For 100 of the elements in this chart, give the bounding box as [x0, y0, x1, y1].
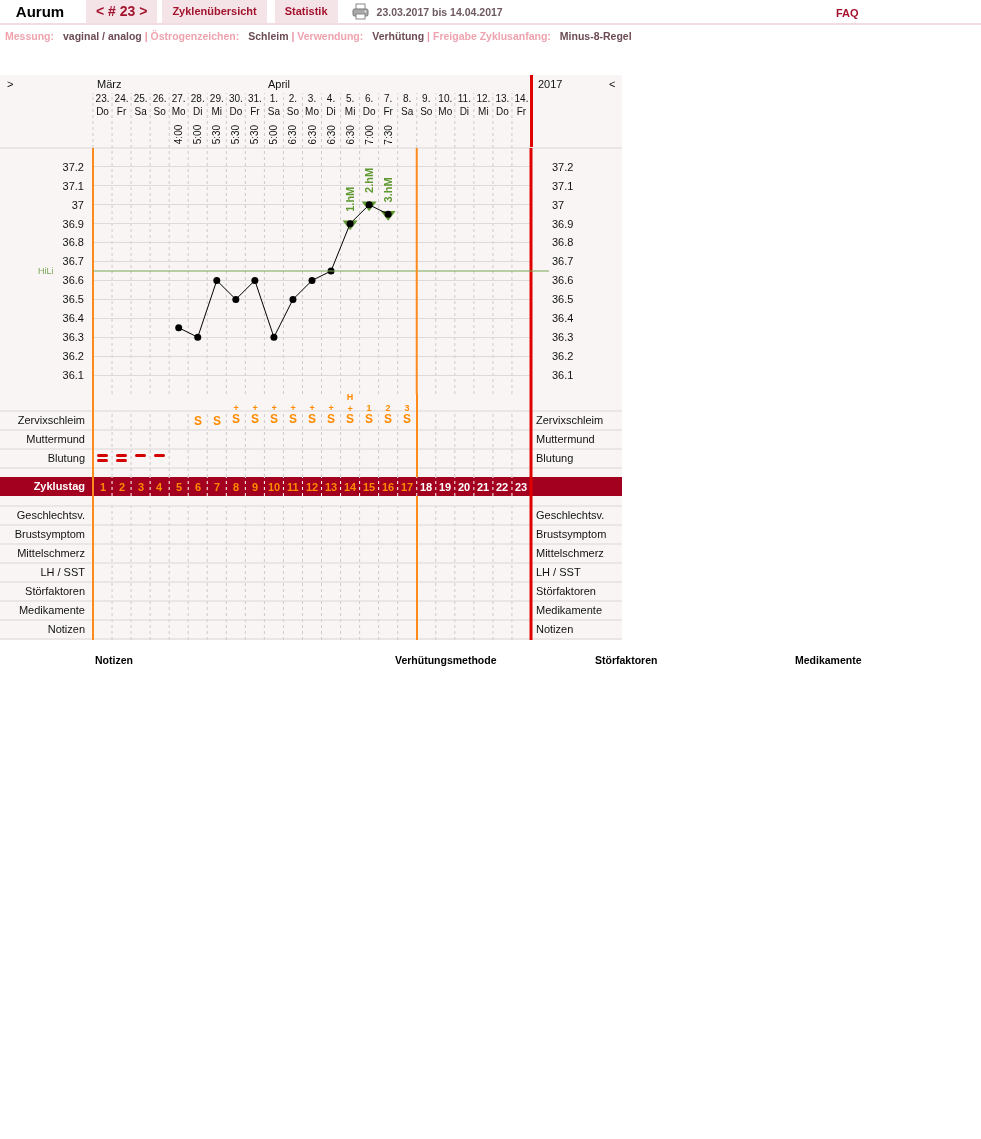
- y-tick-label: Störfaktoren: [25, 585, 85, 598]
- text: + S: [327, 403, 336, 426]
- text: + S: [251, 403, 260, 426]
- y2-tick-label: Mittelschmerz: [536, 547, 604, 560]
- x-tick-label: 11. Di: [457, 93, 471, 117]
- x-tick-label: 12. Mi: [476, 93, 491, 117]
- text: April: [268, 78, 291, 90]
- x-tick-label: 7. Fr: [383, 93, 394, 117]
- x-tick-label: 13. Do: [495, 93, 510, 117]
- y-tick-label: 36.2: [62, 350, 84, 362]
- x-tick-label: 8. Sa: [401, 93, 414, 117]
- y2-tick-label: 36.6: [552, 274, 574, 287]
- y2-tick-label: Notizen: [536, 623, 574, 636]
- text: 6:30: [306, 124, 318, 145]
- text: Statistik: [274, 0, 338, 23]
- y2-tick-label: 36.1: [552, 368, 574, 381]
- text: Notizen: [95, 654, 133, 666]
- text: März: [97, 78, 122, 90]
- y-tick-label: Medikamente: [18, 604, 85, 617]
- text: 7: [214, 481, 221, 493]
- text: Messung: vaginal / analog | Östrogenzeichen: Schleim | Verwendung: Verhütung | Freigabe Zyklusanfang: Minus-8-Regel: [5, 30, 632, 42]
- x-tick-label: 23. Do: [95, 93, 110, 117]
- y2-tick-label: 36.2: [552, 350, 574, 362]
- y-tick-label: Zyklustag: [33, 480, 85, 493]
- text: 13: [325, 481, 338, 493]
- text: + S: [308, 403, 317, 426]
- y-tick-label: 37: [71, 198, 84, 211]
- y2-tick-label: 37: [552, 198, 565, 211]
- y-tick-label: 36.6: [62, 274, 84, 287]
- text: 16: [382, 481, 395, 493]
- y-tick-label: 37.2: [62, 160, 84, 173]
- text: 5: [176, 481, 183, 493]
- text: 4:00: [173, 124, 185, 145]
- x-tick-label: 2. So: [286, 93, 300, 117]
- text: 2: [119, 481, 126, 493]
- y2-tick-label: 36.3: [552, 331, 574, 344]
- y2-tick-label: 36.8: [552, 236, 574, 249]
- text: 1: [100, 481, 107, 493]
- x-tick-label: 9. So: [420, 93, 433, 117]
- y2-tick-label: Brustsymptom: [536, 528, 607, 541]
- text: 7:00: [363, 124, 375, 145]
- text: 5:30: [249, 124, 261, 145]
- text: 7:30: [382, 124, 394, 145]
- text: 9: [252, 481, 259, 493]
- text: 3 S: [403, 403, 412, 426]
- text: 4: [156, 481, 163, 493]
- text: 2 S: [384, 403, 393, 426]
- text: 15: [363, 481, 376, 493]
- text: + S: [289, 403, 298, 426]
- y2-tick-label: Zervixschleim: [536, 414, 604, 427]
- text: 19: [439, 481, 452, 493]
- x-tick-label: 31. Fr: [247, 93, 262, 117]
- x-tick-label: 4. Di: [326, 93, 336, 117]
- text: 12: [306, 481, 319, 493]
- text: Zyklenübersicht: [162, 0, 267, 23]
- y-tick-label: 36.7: [62, 255, 84, 268]
- y2-tick-label: Geschlechtsv.: [536, 509, 605, 522]
- y2-tick-label: 36.7: [552, 255, 574, 268]
- y2-tick-label: Störfaktoren: [536, 585, 596, 598]
- y-tick-label: 36.9: [62, 217, 84, 230]
- y-tick-label: Mittelschmerz: [17, 547, 85, 560]
- x-tick-label: 25. Sa: [133, 93, 148, 117]
- y2-tick-label: 36.4: [552, 312, 574, 325]
- text: 8: [233, 481, 240, 493]
- text: 5:00: [268, 124, 280, 145]
- text: 14: [344, 481, 357, 493]
- annotation: 3.hM: [381, 177, 394, 203]
- text: 6:30: [287, 124, 299, 145]
- x-tick-label: 14. Fr: [514, 93, 529, 117]
- y-tick-label: 36.8: [62, 236, 84, 249]
- x-tick-label: 1. Sa: [267, 93, 281, 117]
- y-tick-label: Blutung: [47, 452, 85, 465]
- text: >: [7, 78, 14, 90]
- text: 6:30: [344, 124, 356, 145]
- text: H + S: [346, 392, 355, 427]
- text: 17: [401, 481, 414, 493]
- text: 11: [287, 481, 299, 493]
- text: 23: [515, 481, 528, 493]
- text: 21: [477, 481, 490, 493]
- x-tick-label: 5. Mi: [344, 93, 356, 117]
- text: Medikamente: [795, 654, 862, 666]
- y-tick-label: Notizen: [47, 623, 85, 636]
- y-tick-label: 36.3: [62, 331, 84, 344]
- text: 10: [268, 481, 281, 493]
- text: 23.03.2017 bis 14.04.2017: [376, 5, 503, 18]
- x-tick-label: 28. Di: [190, 93, 205, 117]
- text: 20: [458, 481, 471, 493]
- y-tick-label: 36.1: [62, 368, 84, 381]
- y2-tick-label: Medikamente: [536, 604, 603, 617]
- y-tick-label: Muttermund: [26, 433, 85, 446]
- x-tick-label: 26. So: [152, 93, 167, 117]
- x-tick-label: 29. Mi: [209, 93, 224, 117]
- text: S: [213, 414, 222, 428]
- y2-tick-label: 37.1: [552, 179, 574, 192]
- text: Verhütungsmethode: [395, 654, 497, 666]
- x-tick-label: 30. Do: [228, 93, 243, 117]
- y2-tick-label: 36.9: [552, 217, 574, 230]
- text: 6:30: [325, 124, 337, 145]
- text: 5:00: [192, 124, 204, 145]
- y-tick-label: LH / SST: [40, 566, 86, 579]
